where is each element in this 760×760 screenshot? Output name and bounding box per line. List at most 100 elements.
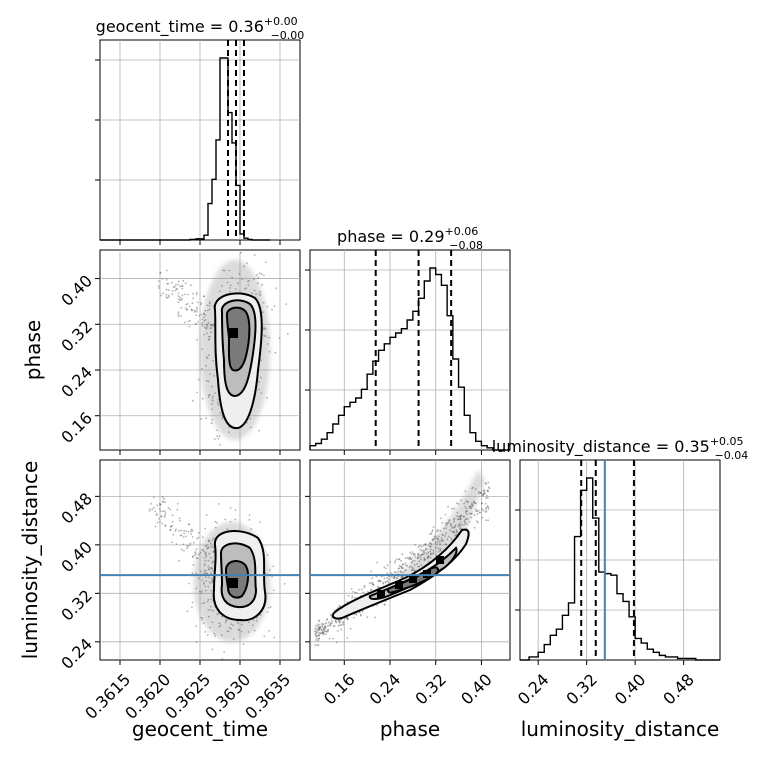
phase-vs-geocent-time-point: [206, 357, 209, 359]
luminosity-distance-vs-phase-point: [427, 555, 430, 558]
luminosity-distance-vs-phase-point: [440, 537, 443, 540]
luminosity-distance-vs-phase-point: [338, 605, 341, 607]
luminosity-distance-vs-geocent-time-point: [208, 626, 211, 629]
phase-vs-geocent-time-point: [257, 276, 260, 279]
luminosity-distance-vs-phase-point: [382, 581, 385, 584]
luminosity-distance-vs-phase-peak-2: [409, 575, 417, 583]
luminosity-distance-vs-phase-point: [455, 534, 458, 536]
phase-vs-geocent-time-point: [209, 327, 212, 329]
luminosity-distance-vs-phase-point: [420, 558, 422, 561]
luminosity-distance-vs-geocent-time-point: [226, 630, 229, 633]
luminosity-distance-vs-geocent-time-point: [175, 528, 177, 531]
luminosity-distance-vs-phase-point: [488, 487, 491, 490]
luminosity-distance-vs-geocent-time-point: [204, 527, 206, 530]
luminosity-distance-vs-geocent-time-point: [211, 648, 214, 651]
phase-vs-geocent-time-point: [181, 294, 184, 297]
luminosity-distance-vs-phase-point: [383, 577, 386, 580]
luminosity-distance-vs-geocent-time-point: [187, 531, 190, 533]
luminosity-distance-vs-phase-point: [475, 510, 478, 512]
phase-vs-geocent-time-point: [238, 272, 241, 275]
phase-vs-geocent-time-point: [213, 438, 216, 440]
luminosity-distance-vs-phase-point: [409, 557, 411, 559]
luminosity-distance-vs-geocent-time-point: [212, 546, 215, 549]
luminosity-distance-vs-geocent-time-point: [160, 515, 163, 518]
phase-vs-geocent-time-point: [196, 306, 198, 309]
phase-vs-geocent-time-point: [247, 284, 250, 286]
luminosity-distance-vs-geocent-time-point: [237, 628, 240, 631]
luminosity-distance-vs-phase-point: [465, 518, 468, 521]
luminosity-distance-vs-phase-point: [393, 576, 396, 578]
luminosity-distance-vs-phase-point: [435, 554, 438, 557]
luminosity-distance-vs-geocent-time-point: [207, 586, 210, 588]
luminosity-distance-vs-phase-point: [486, 505, 489, 507]
luminosity-distance-vs-geocent-time-point: [176, 502, 179, 505]
luminosity-distance-vs-geocent-time-point: [208, 552, 211, 555]
luminosity-distance-vs-phase-point: [431, 538, 434, 541]
luminosity-distance-vs-phase-point: [317, 623, 320, 626]
luminosity-distance-vs-phase-point: [462, 515, 465, 518]
luminosity-distance-vs-geocent-time-point: [186, 544, 189, 547]
luminosity-distance-vs-geocent-time-point: [242, 643, 245, 646]
phase-vs-geocent-time-point: [204, 319, 207, 321]
phase-vs-geocent-time-point: [166, 297, 169, 299]
luminosity-distance-vs-phase-point: [423, 559, 426, 562]
luminosity-distance-vs-phase-point: [377, 586, 380, 589]
luminosity-distance-vs-geocent-time-point: [183, 532, 186, 535]
luminosity-distance-vs-phase-point: [401, 576, 404, 579]
luminosity-distance-vs-geocent-time-point: [232, 638, 235, 640]
phase-vs-geocent-time-point: [181, 287, 184, 290]
phase-vs-geocent-time-point: [208, 354, 210, 356]
luminosity-distance-vs-phase-point: [332, 625, 335, 627]
luminosity-distance-vs-geocent-time-point: [160, 515, 163, 518]
luminosity-distance-vs-phase-point: [459, 521, 462, 524]
luminosity-distance-vs-phase-point: [484, 482, 487, 484]
luminosity-distance-vs-phase-point: [459, 514, 462, 517]
luminosity-distance-vs-phase-point: [400, 559, 402, 562]
luminosity-distance-vs-geocent-time-point: [194, 551, 196, 553]
luminosity-distance-vs-phase-point: [430, 532, 432, 535]
luminosity-distance-vs-geocent-time-point: [171, 514, 174, 517]
phase-vs-geocent-time-point: [191, 302, 194, 305]
luminosity-distance-vs-phase-point: [461, 523, 464, 526]
luminosity-distance-vs-phase-point: [398, 558, 401, 561]
luminosity-distance-vs-phase-point: [417, 546, 420, 548]
phase-vs-geocent-time-point: [194, 456, 196, 458]
phase-vs-geocent-time-point: [253, 254, 256, 256]
luminosity-distance-vs-phase-point: [445, 527, 447, 530]
luminosity-distance-vs-geocent-time-point: [211, 560, 214, 563]
luminosity-distance-vs-phase-point: [416, 557, 419, 559]
luminosity-distance-vs-geocent-time-point: [156, 504, 159, 507]
lg-xtick-label-4: 0.3635: [241, 670, 294, 723]
luminosity-distance-vs-geocent-time-point: [196, 537, 199, 540]
phase-vs-geocent-time-point: [258, 272, 261, 275]
luminosity-distance-vs-phase-point: [453, 531, 456, 534]
luminosity-distance-vs-geocent-time-point: [193, 541, 195, 544]
luminosity-distance-vs-geocent-time-peak: [228, 578, 238, 588]
luminosity-distance-vs-phase-point: [459, 517, 462, 520]
luminosity-distance-vs-phase-point: [455, 530, 458, 533]
phase-vs-geocent-time-point: [211, 397, 214, 400]
luminosity-distance-vs-geocent-time-point: [209, 542, 212, 545]
phase-vs-geocent-time-point: [275, 287, 278, 290]
luminosity-distance-vs-geocent-time-point: [156, 521, 159, 524]
luminosity-distance-vs-phase-point: [372, 583, 375, 586]
lg-ytick-label-0: 0.24: [57, 634, 96, 673]
luminosity-distance-vs-geocent-time-point: [169, 526, 172, 528]
luminosity-distance-vs-phase-point: [456, 530, 458, 533]
phase-vs-geocent-time-point: [204, 310, 207, 312]
lp-xtick-label-3: 0.40: [457, 670, 496, 709]
phase-vs-geocent-time-point: [258, 293, 261, 295]
luminosity-distance-vs-phase-point: [384, 581, 387, 584]
phase-vs-geocent-time-point: [166, 269, 168, 272]
luminosity-distance-vs-geocent-time-point: [232, 624, 235, 627]
luminosity-distance-vs-phase-point: [429, 545, 432, 548]
luminosity-distance-vs-phase-point: [483, 492, 486, 495]
phase-vs-geocent-time-point: [211, 403, 213, 405]
luminosity-distance-vs-phase-point: [388, 578, 390, 581]
luminosity-distance-vs-geocent-time-point: [189, 542, 192, 545]
luminosity-distance-vs-phase-point: [406, 556, 409, 559]
luminosity-distance-vs-phase-point: [393, 575, 395, 578]
luminosity-distance-vs-phase-point: [473, 500, 475, 503]
luminosity-distance-vs-geocent-time-point: [255, 620, 258, 622]
density-contours: [212, 292, 470, 622]
